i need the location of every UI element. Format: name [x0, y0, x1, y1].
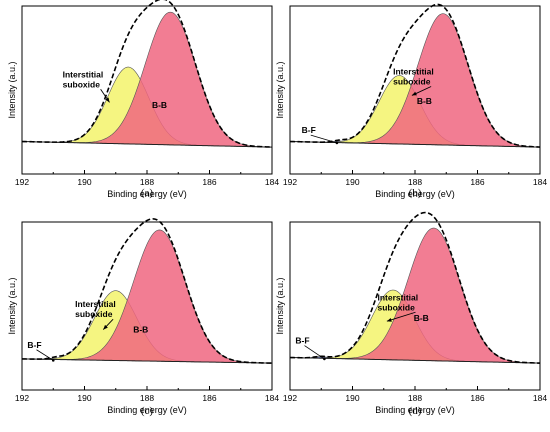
chart-panel: 192 190 188 186 184 Binding energy (eV) Intens…	[275, 211, 547, 417]
x-tick-label: 190	[345, 393, 359, 403]
suboxide-arrow-head	[386, 317, 392, 322]
x-axis-title: Binding energy (eV)	[107, 189, 187, 199]
envelope-line	[289, 211, 541, 364]
suboxide-label-line1: Interstitial	[75, 299, 116, 309]
x-axis-title: Binding energy (eV)	[375, 405, 455, 415]
peak-area-b-b	[21, 11, 273, 148]
bb-label: B-B	[414, 313, 429, 323]
x-tick-label: 186	[470, 393, 484, 403]
panel-letter: (b)	[409, 187, 422, 199]
x-tick-label: 188	[408, 177, 422, 187]
bf-label: B-F	[27, 340, 41, 350]
bf-arrow	[304, 345, 325, 360]
suboxide-arrow	[386, 311, 416, 322]
suboxide-label-line2: suboxide	[63, 79, 101, 89]
x-tick-label: 190	[77, 177, 91, 187]
x-tick-label: 186	[202, 177, 216, 187]
peak-area-b-b	[21, 229, 273, 364]
x-axis-title: Binding energy (eV)	[375, 189, 455, 199]
chart-panel: 192 190 188 186 184 Binding energy (eV) Intens…	[275, 3, 547, 199]
y-axis-title: Intensity (a.u.)	[275, 277, 285, 334]
bf-arrow-head	[51, 359, 55, 362]
y-axis-title: Intensity (a.u.)	[7, 61, 17, 118]
suboxide-label-line1: Interstitial	[378, 292, 419, 302]
suboxide-arrow-head	[103, 324, 108, 330]
chart-panel: 192 190 188 186 184 Binding energy (eV) Intens…	[7, 218, 279, 417]
y-axis-title: Intensity (a.u.)	[7, 277, 17, 334]
bf-arrow-head	[323, 357, 326, 361]
x-tick-label: 184	[533, 177, 547, 187]
x-tick-label: 186	[470, 177, 484, 187]
bf-arrow-head	[335, 141, 339, 145]
suboxide-label-line1: Interstitial	[63, 69, 104, 79]
bb-label: B-B	[133, 324, 148, 334]
panel-letter: (d)	[409, 405, 422, 417]
x-tick-label: 186	[202, 393, 216, 403]
bf-arrow	[310, 134, 337, 144]
x-tick-label: 190	[345, 177, 359, 187]
bb-label: B-B	[417, 96, 432, 106]
x-tick-label: 192	[283, 393, 297, 403]
x-tick-label: 192	[15, 393, 29, 403]
background-line	[289, 141, 541, 148]
envelope-line	[21, 218, 273, 364]
x-axis-title: Binding energy (eV)	[107, 405, 187, 415]
x-tick-label: 184	[533, 393, 547, 403]
envelope-line	[21, 0, 273, 148]
x-tick-label: 192	[15, 177, 29, 187]
x-tick-label: 188	[140, 177, 154, 187]
bb-label: B-B	[152, 100, 167, 110]
panel-letter: (a)	[141, 187, 154, 199]
bf-label: B-F	[295, 336, 309, 346]
suboxide-label-line2: suboxide	[393, 76, 431, 86]
suboxide-label-line1: Interstitial	[393, 66, 434, 76]
bf-arrow	[36, 349, 54, 361]
x-tick-label: 188	[408, 393, 422, 403]
y-axis-title: Intensity (a.u.)	[275, 61, 285, 118]
bf-label: B-F	[302, 125, 316, 135]
suboxide-arrow-head	[105, 97, 110, 103]
chart-panel: 192 190 188 186 184 Binding energy (eV) Intens…	[7, 0, 279, 199]
suboxide-arrow-head	[411, 91, 417, 96]
suboxide-label-line2: suboxide	[378, 302, 416, 312]
suboxide-label-line2: suboxide	[75, 309, 113, 319]
background-line	[289, 357, 541, 364]
x-tick-label: 188	[140, 393, 154, 403]
x-tick-label: 184	[265, 393, 279, 403]
x-tick-label: 192	[283, 177, 297, 187]
panel-letter: (c)	[141, 405, 154, 417]
x-tick-label: 184	[265, 177, 279, 187]
background-line	[21, 358, 273, 364]
x-tick-label: 190	[77, 393, 91, 403]
